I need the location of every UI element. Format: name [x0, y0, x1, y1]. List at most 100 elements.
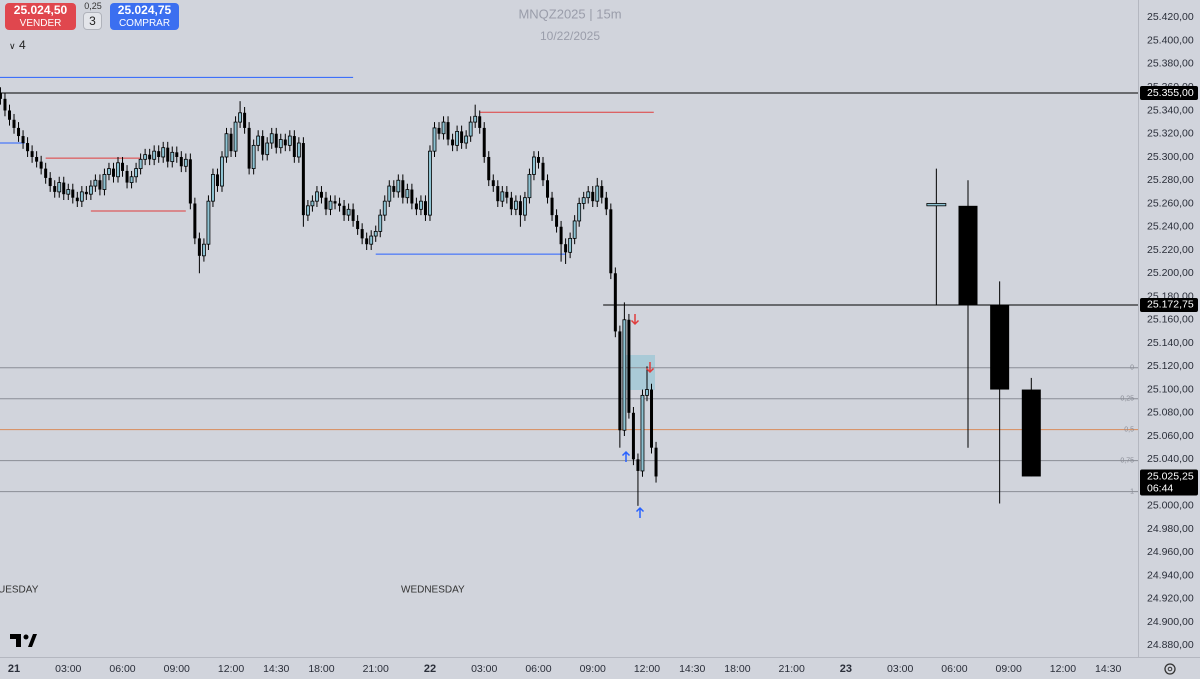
candle-body [622, 319, 627, 431]
tick-size: 0,25 [84, 1, 102, 11]
price-tag [1140, 469, 1198, 496]
candle-body [577, 203, 582, 222]
candle-body [346, 208, 351, 216]
y-tick-label: 24.940,00 [1147, 569, 1194, 581]
x-tick-label: 12:00 [1050, 663, 1076, 675]
x-tick-label: 18:00 [308, 663, 334, 675]
candle-body [111, 168, 115, 177]
candle-body [62, 182, 66, 195]
candle-body [496, 186, 500, 202]
candle-body [310, 200, 315, 207]
chart-title: MNQZ2025 | 15m [518, 6, 621, 21]
settings-icon[interactable] [1164, 663, 1176, 675]
y-tick-label: 25.260,00 [1147, 197, 1194, 209]
candle-body [572, 220, 577, 239]
candle-body [251, 144, 256, 170]
candle-body [229, 133, 233, 152]
candle-body [166, 147, 170, 162]
x-tick-label: 03:00 [887, 663, 913, 675]
candle-body [432, 127, 437, 152]
candle-body [88, 185, 93, 195]
candle-body [243, 112, 247, 128]
candle-body [12, 119, 16, 128]
candle-body [238, 112, 242, 123]
candle-body [518, 201, 522, 216]
fib-label: 0,75 [1120, 457, 1134, 464]
candle-body [645, 389, 649, 396]
y-tick-label: 25.380,00 [1147, 58, 1194, 70]
candle-body [30, 151, 34, 157]
candle-body [7, 110, 11, 120]
candle-body [586, 191, 591, 199]
candle-body [414, 203, 418, 210]
candle-body [53, 186, 57, 192]
candle-body [591, 191, 595, 202]
x-tick-label: 22 [424, 663, 436, 675]
candle-body [373, 231, 378, 237]
candle-body [555, 215, 559, 227]
x-tick-label: 14:30 [679, 663, 705, 675]
x-tick-label: 21:00 [779, 663, 805, 675]
candle-body [446, 122, 450, 140]
candle-body [541, 162, 545, 181]
candle-body [505, 191, 509, 198]
candle-body [513, 200, 518, 210]
chevron: ∨ [9, 41, 16, 51]
candle-body [559, 226, 563, 245]
candle-body [405, 189, 410, 199]
signal-arrows [621, 314, 655, 518]
candle-body [233, 121, 238, 152]
candle-body [129, 176, 134, 183]
candle-body [0, 93, 2, 99]
y-tick-label: 25.060,00 [1147, 430, 1194, 442]
buy-button[interactable]: 25.024,75 COMPRAR [110, 3, 179, 30]
quantity[interactable]: 3 [83, 12, 102, 30]
candle-body [39, 161, 43, 169]
candle-body [301, 143, 305, 216]
candle-body [206, 200, 211, 245]
y-tick-label: 25.220,00 [1147, 244, 1194, 256]
candle-body [333, 201, 337, 204]
candle-body [410, 189, 414, 204]
price-tag-countdown: 06:44 [1147, 482, 1173, 494]
candle-body [609, 209, 613, 274]
candle-body [487, 156, 491, 181]
y-tick-label: 25.320,00 [1147, 128, 1194, 140]
sell-button[interactable]: 25.024,50 VENDER [5, 3, 76, 30]
candle-body [369, 235, 374, 245]
y-tick-label: 25.160,00 [1147, 314, 1194, 326]
candle-body [98, 180, 102, 190]
candle-body [613, 273, 617, 332]
candle-body [224, 133, 229, 158]
price-tag-label: 25.025,25 [1147, 470, 1194, 482]
candle-body [500, 191, 505, 202]
candle-body [3, 98, 7, 111]
candle-body [261, 136, 265, 155]
candle-body [536, 156, 540, 163]
x-tick-label: 12:00 [218, 663, 244, 675]
candle-body [482, 127, 486, 157]
price-tag-label: 25.172,75 [1147, 299, 1194, 311]
candle-body [631, 412, 635, 460]
candle-body [265, 142, 270, 156]
sell-label: VENDER [19, 18, 62, 29]
x-tick-label: 03:00 [471, 663, 497, 675]
x-tick-label: 21:00 [363, 663, 389, 675]
candle-body [468, 121, 473, 137]
x-tick-label: 23 [840, 663, 852, 675]
candle-body [215, 174, 219, 187]
y-tick-label: 24.960,00 [1147, 546, 1194, 558]
candle-body [550, 197, 554, 216]
y-tick-label: 25.240,00 [1147, 221, 1194, 233]
x-tick-label: 09:00 [164, 663, 190, 675]
candle-body [618, 331, 622, 431]
candle-body [356, 220, 360, 230]
candle-body [392, 186, 396, 192]
y-tick-label: 25.140,00 [1147, 337, 1194, 349]
candle-body [57, 182, 62, 193]
tv-logo [10, 634, 37, 647]
indicators-toggle[interactable]: ∨ 4 [5, 37, 32, 53]
day-label: UESDAY [0, 585, 39, 596]
candle-body [35, 156, 39, 162]
